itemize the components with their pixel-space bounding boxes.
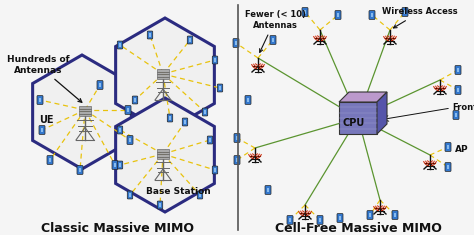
Bar (159, 203, 161, 207)
FancyBboxPatch shape (167, 114, 173, 122)
Bar (157, 149, 169, 152)
FancyBboxPatch shape (127, 136, 133, 144)
FancyBboxPatch shape (453, 111, 459, 119)
Bar (214, 58, 216, 62)
FancyBboxPatch shape (112, 161, 118, 169)
Bar (119, 43, 121, 47)
FancyBboxPatch shape (37, 96, 43, 104)
FancyBboxPatch shape (187, 36, 193, 44)
FancyBboxPatch shape (337, 214, 343, 222)
FancyBboxPatch shape (117, 161, 123, 169)
Text: Fewer (< 10)
Antennas: Fewer (< 10) Antennas (245, 10, 305, 52)
Text: Fronthaul: Fronthaul (452, 103, 474, 113)
Text: Hundreds of
Antennas: Hundreds of Antennas (7, 55, 82, 102)
FancyBboxPatch shape (182, 118, 188, 126)
FancyBboxPatch shape (369, 11, 375, 20)
Bar (447, 165, 449, 169)
Bar (214, 168, 216, 172)
Bar (337, 13, 339, 17)
Bar (79, 111, 91, 114)
FancyBboxPatch shape (117, 41, 123, 49)
Bar (157, 154, 169, 157)
Bar (38, 98, 41, 102)
Polygon shape (339, 102, 377, 134)
Polygon shape (116, 98, 214, 212)
Polygon shape (377, 92, 387, 134)
FancyBboxPatch shape (147, 31, 153, 39)
FancyBboxPatch shape (128, 191, 133, 199)
Bar (79, 109, 91, 111)
Bar (319, 218, 321, 222)
FancyBboxPatch shape (233, 39, 239, 47)
Text: Classic Massive MIMO: Classic Massive MIMO (42, 222, 194, 235)
Bar (128, 138, 131, 142)
Bar (119, 163, 121, 167)
Bar (157, 152, 169, 154)
Bar (119, 128, 121, 132)
Bar (169, 116, 171, 120)
Bar (455, 113, 457, 117)
Polygon shape (116, 18, 214, 132)
Bar (41, 128, 44, 132)
Bar (456, 88, 459, 92)
Text: Wireless Access: Wireless Access (382, 8, 458, 28)
Polygon shape (339, 92, 387, 102)
Bar (114, 163, 117, 167)
FancyBboxPatch shape (132, 96, 138, 104)
Bar (189, 38, 191, 42)
FancyBboxPatch shape (317, 215, 323, 224)
Bar (235, 41, 237, 45)
Bar (79, 106, 91, 109)
FancyBboxPatch shape (157, 201, 163, 209)
Bar (303, 10, 306, 14)
FancyBboxPatch shape (402, 8, 408, 16)
Bar (289, 218, 292, 222)
Bar (157, 157, 169, 159)
FancyBboxPatch shape (335, 11, 341, 20)
Bar (246, 98, 249, 102)
Bar (149, 33, 151, 37)
FancyBboxPatch shape (234, 156, 240, 164)
FancyBboxPatch shape (302, 8, 308, 16)
Bar (99, 83, 101, 87)
Bar (48, 158, 52, 162)
Bar (236, 136, 238, 140)
FancyBboxPatch shape (245, 96, 251, 104)
FancyBboxPatch shape (125, 106, 131, 114)
FancyBboxPatch shape (287, 215, 293, 224)
FancyBboxPatch shape (202, 108, 208, 116)
Bar (456, 68, 459, 72)
FancyBboxPatch shape (445, 143, 451, 151)
Text: UE: UE (39, 115, 53, 125)
Bar (272, 38, 274, 42)
Bar (127, 108, 129, 112)
Text: Cell-Free Massive MIMO: Cell-Free Massive MIMO (274, 222, 441, 235)
FancyBboxPatch shape (217, 84, 223, 92)
FancyBboxPatch shape (367, 211, 373, 219)
FancyBboxPatch shape (265, 186, 271, 194)
Bar (369, 213, 372, 217)
FancyBboxPatch shape (234, 134, 240, 142)
Text: AP: AP (455, 145, 469, 154)
Bar (204, 110, 206, 114)
Text: Base Station: Base Station (146, 188, 210, 196)
FancyBboxPatch shape (117, 126, 123, 134)
FancyBboxPatch shape (207, 136, 213, 144)
Bar (157, 71, 169, 74)
Bar (134, 98, 136, 102)
FancyBboxPatch shape (47, 156, 53, 164)
Bar (184, 120, 186, 124)
FancyBboxPatch shape (212, 166, 218, 174)
FancyBboxPatch shape (97, 81, 103, 89)
Bar (236, 158, 238, 162)
Bar (209, 138, 211, 142)
Bar (266, 188, 269, 192)
Polygon shape (33, 55, 131, 169)
FancyBboxPatch shape (270, 35, 276, 44)
Bar (447, 145, 449, 149)
Bar (157, 77, 169, 79)
Bar (338, 216, 341, 220)
Bar (129, 193, 131, 197)
Bar (79, 168, 82, 172)
Bar (219, 86, 221, 90)
